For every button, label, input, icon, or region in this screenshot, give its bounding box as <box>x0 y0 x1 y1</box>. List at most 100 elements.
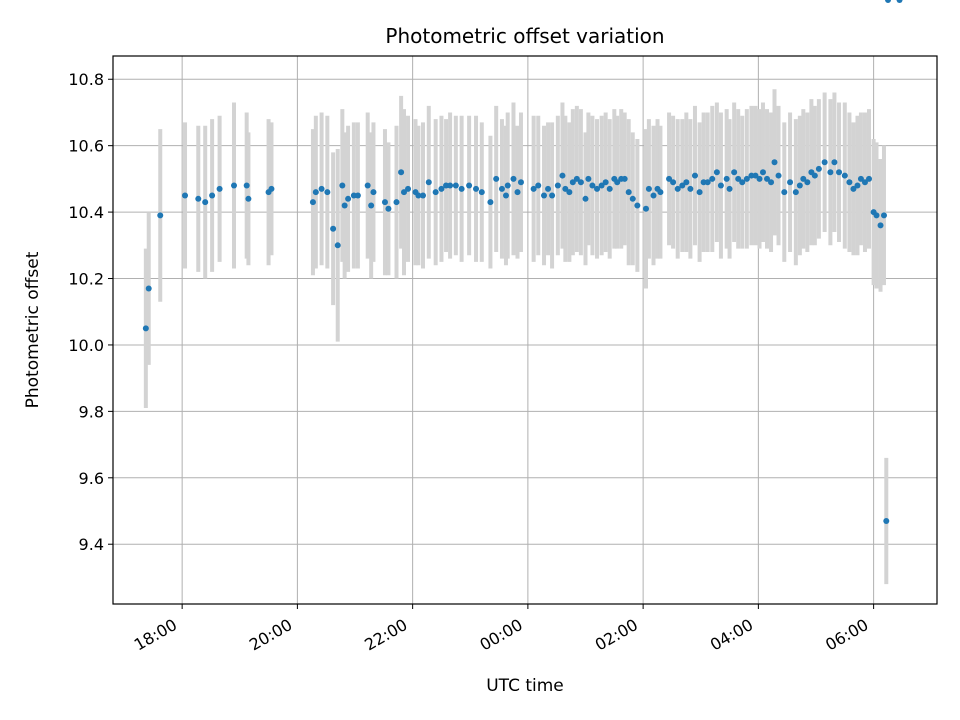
y-axis-ticks: 9.4 9.6 9.8 10.0 10.2 10.4 10.6 10.8 <box>68 70 113 554</box>
data-point <box>142 325 149 332</box>
data-point <box>438 185 445 192</box>
data-point <box>827 169 834 176</box>
x-tick-label: 06:00 <box>822 615 871 655</box>
data-point <box>381 199 388 206</box>
data-point <box>502 192 509 199</box>
data-point <box>493 175 500 182</box>
data-point <box>598 182 605 189</box>
data-point <box>535 182 542 189</box>
data-point <box>243 182 250 189</box>
data-point <box>458 185 465 192</box>
data-point <box>368 202 375 209</box>
data-point <box>452 182 459 189</box>
data-point <box>614 179 621 186</box>
data-point <box>268 185 275 192</box>
data-point <box>398 169 405 176</box>
data-point <box>549 192 556 199</box>
plot-frame <box>112 55 938 605</box>
data-point <box>674 185 681 192</box>
data-point <box>836 169 843 176</box>
data-point <box>709 175 716 182</box>
data-point <box>339 182 346 189</box>
x-tick-label: 20:00 <box>246 615 295 655</box>
y-axis-label: Photometric offset <box>23 251 43 408</box>
data-point <box>405 185 412 192</box>
data-point <box>182 192 189 199</box>
data-point <box>309 199 316 206</box>
data-point <box>345 195 352 202</box>
data-point <box>683 179 690 186</box>
data-point <box>466 182 473 189</box>
data-point <box>885 0 892 3</box>
data-point <box>850 185 857 192</box>
grid-lines <box>113 56 937 604</box>
data-point <box>566 189 573 196</box>
data-point <box>585 175 592 182</box>
data-point <box>330 225 337 232</box>
data-point <box>759 169 766 176</box>
data-point <box>800 175 807 182</box>
data-point <box>510 175 517 182</box>
data-point <box>573 175 580 182</box>
data-point <box>645 185 652 192</box>
y-tick-label: 10.4 <box>68 203 104 222</box>
data-point <box>731 169 738 176</box>
data-point <box>723 175 730 182</box>
data-point <box>514 189 521 196</box>
data-point <box>861 179 868 186</box>
data-point <box>602 179 609 186</box>
x-axis-label: UTC time <box>486 676 564 696</box>
data-point <box>821 159 828 166</box>
data-point <box>415 192 422 199</box>
data-point <box>739 179 746 186</box>
data-point <box>735 175 742 182</box>
data-point <box>589 182 596 189</box>
data-point <box>696 189 703 196</box>
data-point <box>704 179 711 186</box>
data-point <box>498 185 505 192</box>
data-point <box>324 189 331 196</box>
data-point <box>857 175 864 182</box>
data-point <box>666 175 673 182</box>
data-point <box>679 182 686 189</box>
data-point <box>478 189 485 196</box>
data-point <box>606 185 613 192</box>
data-point <box>713 169 720 176</box>
x-tick-label: 02:00 <box>592 615 641 655</box>
data-point <box>530 185 537 192</box>
x-tick-label: 18:00 <box>131 615 180 655</box>
data-point <box>569 179 576 186</box>
y-tick-label: 10.0 <box>68 336 104 355</box>
data-point <box>385 205 392 212</box>
data-point <box>771 159 778 166</box>
y-tick-label: 9.4 <box>79 535 104 554</box>
data-point <box>473 185 480 192</box>
data-point <box>318 185 325 192</box>
data-point <box>787 179 794 186</box>
data-point <box>541 192 548 199</box>
chart-title: Photometric offset variation <box>385 24 664 48</box>
data-point <box>846 179 853 186</box>
data-point <box>657 189 664 196</box>
data-point <box>621 175 628 182</box>
data-point <box>854 182 861 189</box>
data-point <box>775 172 782 179</box>
data-point <box>545 185 552 192</box>
y-tick-label: 9.8 <box>79 402 104 421</box>
data-point <box>831 159 838 166</box>
data-point <box>866 175 873 182</box>
data-point <box>594 185 601 192</box>
data-point <box>245 195 252 202</box>
data-point <box>752 172 759 179</box>
data-point <box>447 182 454 189</box>
data-point <box>796 182 803 189</box>
data-point <box>877 222 884 229</box>
data-point <box>420 192 427 199</box>
data-point <box>582 195 589 202</box>
data-point <box>504 182 511 189</box>
data-point <box>873 212 880 219</box>
data-point <box>577 179 584 186</box>
data-point <box>756 175 763 182</box>
x-axis-ticks: 18:00 20:00 22:00 00:00 02:00 04:00 06:00 <box>131 604 875 655</box>
data-point <box>341 202 348 209</box>
